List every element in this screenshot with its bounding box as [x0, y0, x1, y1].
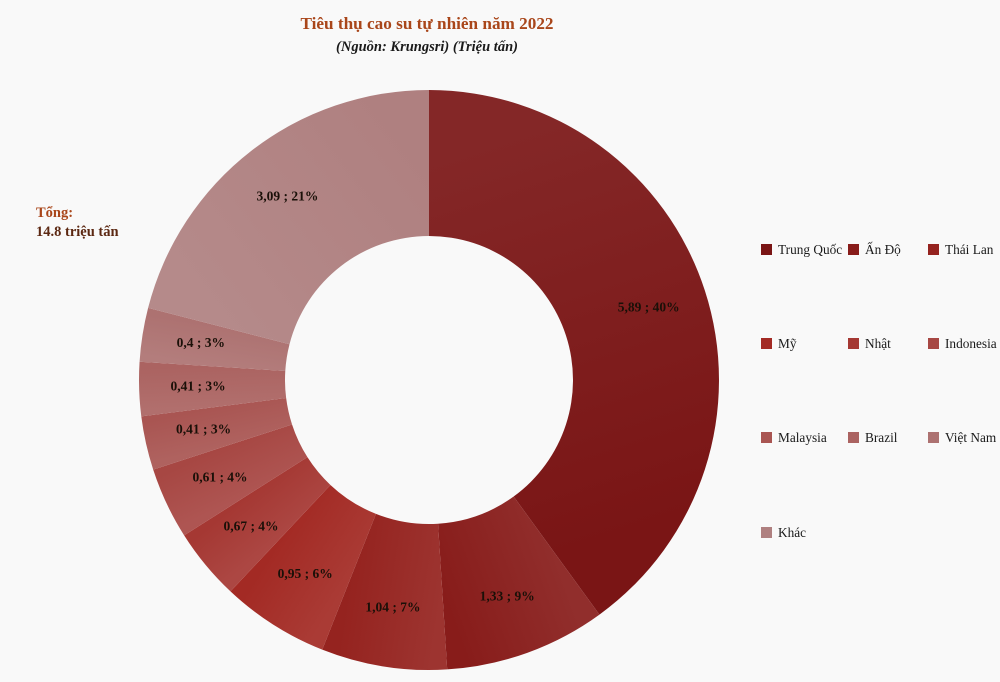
svg-text:1,33 ; 9%: 1,33 ; 9% — [480, 588, 535, 603]
svg-text:5,89 ; 40%: 5,89 ; 40% — [618, 300, 680, 315]
svg-text:0,41 ; 3%: 0,41 ; 3% — [171, 378, 226, 393]
svg-text:0,41 ; 3%: 0,41 ; 3% — [176, 421, 231, 436]
svg-text:0,4 ; 3%: 0,4 ; 3% — [177, 335, 225, 350]
svg-text:0,95 ; 6%: 0,95 ; 6% — [278, 566, 333, 581]
svg-text:3,09 ; 21%: 3,09 ; 21% — [256, 189, 318, 204]
svg-text:1,04 ; 7%: 1,04 ; 7% — [365, 599, 420, 614]
svg-text:0,67 ; 4%: 0,67 ; 4% — [223, 518, 278, 533]
svg-text:0,61 ; 4%: 0,61 ; 4% — [192, 469, 247, 484]
